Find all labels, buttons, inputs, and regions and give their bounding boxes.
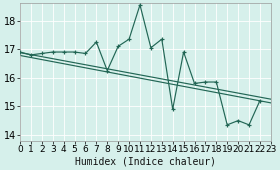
X-axis label: Humidex (Indice chaleur): Humidex (Indice chaleur) [75, 157, 216, 167]
